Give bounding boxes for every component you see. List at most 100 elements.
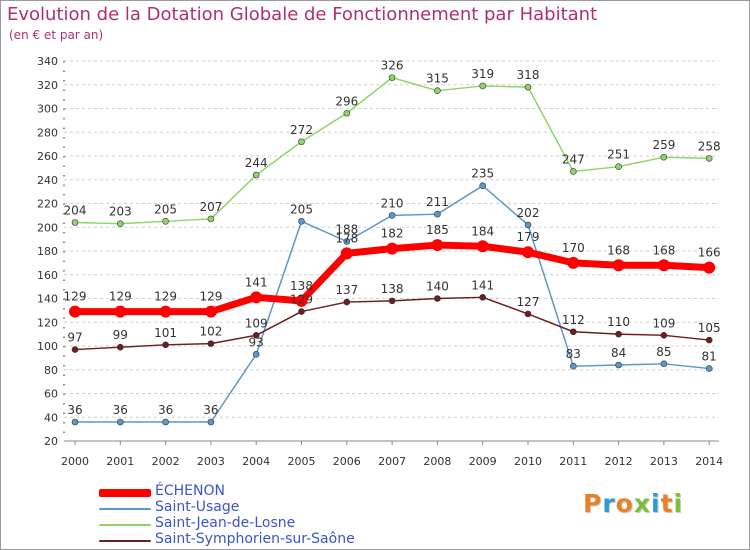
data-point	[252, 332, 260, 339]
data-point	[204, 305, 217, 318]
y-tick-label: 220	[37, 198, 58, 211]
x-tick-label: 2001	[106, 455, 134, 468]
data-point	[615, 361, 622, 369]
data-point	[567, 256, 580, 269]
y-tick-label: 160	[37, 269, 58, 282]
y-tick-label: 320	[37, 79, 58, 92]
data-point	[524, 221, 532, 229]
data-label: 170	[562, 241, 585, 255]
data-point	[434, 210, 441, 218]
data-label: 205	[154, 202, 177, 216]
data-label: 138	[290, 279, 313, 293]
data-point	[615, 163, 622, 170]
y-tick-label: 20	[44, 435, 58, 448]
data-point	[207, 418, 215, 426]
y-tick-label: 260	[37, 150, 58, 163]
data-label: 83	[566, 347, 581, 361]
data-point	[660, 360, 668, 368]
proxiti-logo: Proxiti	[583, 489, 683, 518]
data-point	[207, 215, 215, 223]
data-label: 141	[471, 278, 494, 292]
series-1	[71, 182, 713, 426]
data-label: 166	[698, 246, 721, 260]
data-label: 251	[607, 148, 630, 162]
data-label: 184	[471, 224, 494, 238]
x-tick-label: 2000	[61, 455, 89, 468]
data-label: 210	[381, 196, 404, 210]
y-tick-label: 100	[37, 340, 58, 353]
data-point	[340, 247, 353, 260]
legend-label: Saint-Jean-de-Losne	[155, 515, 296, 531]
data-point	[117, 343, 124, 351]
logo-letter: P	[583, 489, 603, 518]
data-label: 140	[426, 280, 449, 294]
data-label: 185	[426, 223, 449, 237]
legend-label: Saint-Usage	[155, 499, 240, 515]
data-label: 272	[290, 123, 313, 137]
data-point	[343, 298, 351, 306]
data-point	[162, 418, 169, 426]
data-label: 81	[702, 350, 717, 364]
data-point	[569, 168, 577, 175]
data-point	[69, 305, 81, 318]
data-point	[386, 242, 399, 255]
data-label: 188	[335, 223, 358, 237]
data-label: 99	[113, 328, 128, 342]
data-point	[71, 346, 79, 353]
data-label: 141	[245, 275, 268, 289]
y-tick-label: 340	[37, 55, 58, 68]
data-point	[705, 155, 713, 162]
data-label: 179	[517, 230, 540, 244]
legend-swatch	[99, 508, 151, 510]
data-point	[705, 365, 713, 372]
x-tick-label: 2003	[197, 455, 225, 468]
data-label: 168	[652, 243, 675, 257]
data-point	[522, 246, 534, 259]
data-point	[252, 171, 260, 179]
data-point	[660, 332, 668, 339]
data-point	[71, 418, 79, 426]
y-tick-label: 140	[37, 293, 58, 306]
x-tick-label: 2005	[288, 455, 316, 468]
data-point	[71, 219, 79, 226]
data-point	[524, 83, 532, 91]
data-point	[476, 240, 489, 253]
y-tick-label: 300	[37, 103, 58, 116]
y-tick-label: 40	[44, 411, 58, 424]
data-point	[388, 212, 396, 219]
data-label: 85	[656, 345, 671, 359]
data-point	[117, 220, 124, 227]
data-label: 258	[698, 139, 721, 153]
data-label: 259	[652, 138, 675, 152]
data-label: 247	[562, 152, 585, 166]
data-point	[388, 74, 396, 81]
data-label: 211	[426, 195, 449, 209]
x-tick-label: 2006	[333, 455, 361, 468]
y-tick-label: 280	[37, 126, 58, 139]
data-point	[114, 305, 127, 318]
data-point	[343, 109, 351, 117]
data-label: 235	[471, 167, 494, 181]
x-tick-label: 2013	[650, 455, 678, 468]
x-tick-label: 2014	[695, 455, 723, 468]
data-label: 36	[158, 403, 173, 417]
data-label: 129	[154, 290, 177, 304]
x-tick-label: 2012	[605, 455, 633, 468]
data-label: 296	[335, 94, 358, 108]
data-point	[657, 259, 670, 272]
data-label: 244	[245, 156, 268, 170]
y-tick-label: 80	[44, 364, 58, 377]
y-tick-label: 200	[37, 221, 58, 234]
y-tick-label: 60	[44, 388, 58, 401]
data-point	[343, 238, 351, 245]
x-tick-label: 2011	[559, 455, 587, 468]
data-point	[159, 305, 172, 318]
data-label: 182	[381, 227, 404, 241]
y-tick-label: 240	[37, 174, 58, 187]
series-0	[69, 239, 716, 318]
data-point	[250, 291, 263, 304]
data-label: 137	[335, 283, 358, 297]
logo-letter: t	[660, 489, 674, 518]
data-label: 202	[517, 206, 540, 220]
